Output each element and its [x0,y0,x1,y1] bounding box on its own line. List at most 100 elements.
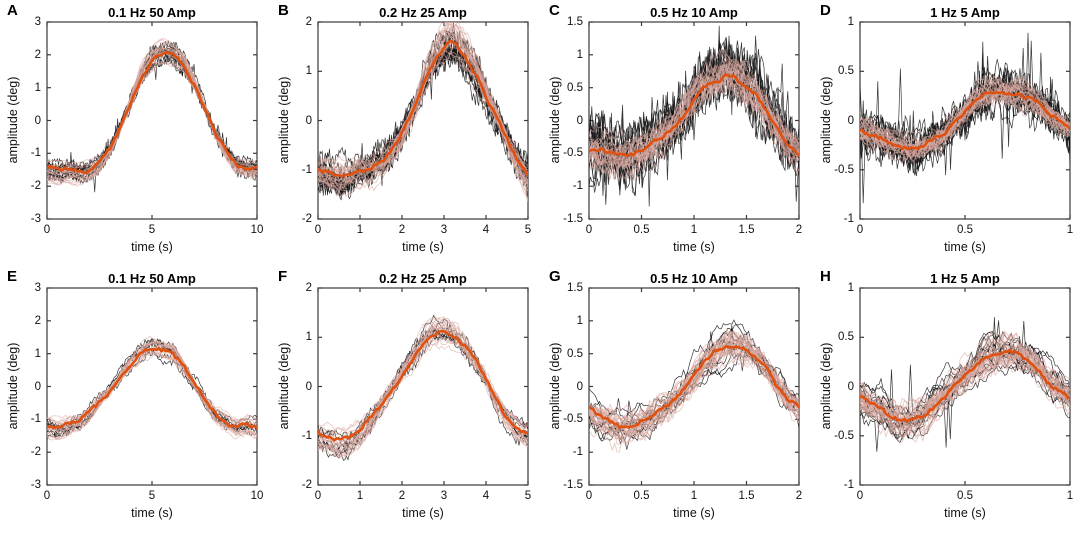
x-tick-label: 0.5 [957,490,973,502]
y-tick-label: 1.5 [567,16,583,28]
x-tick-label: 0 [43,490,51,502]
x-tick-label: 0 [585,224,593,236]
x-axis-label-h: time (s) [944,506,986,520]
panel-title-c: 0.5 Hz 10 Amp [650,5,738,20]
y-tick-label: 1 [847,282,854,294]
x-tick-label: 1.5 [738,224,755,236]
subplot-g: G 0.5 Hz 10 Amp amplitude (deg) time (s)… [542,266,813,532]
x-tick-label: 4 [482,224,490,236]
y-tick-label: 0 [305,114,312,127]
x-axis-label-e: time (s) [131,506,173,520]
x-tick-label: 5 [148,224,156,236]
x-tick-label: 1 [1066,490,1074,502]
x-axis-label-b: time (s) [402,240,444,254]
x-tick-label: 2 [398,224,406,236]
y-tick-label: 2 [305,16,312,28]
x-axis-label-a: time (s) [131,240,173,254]
y-tick-label: -1 [30,147,41,160]
subplot-e: E 0.1 Hz 50 Amp amplitude (deg) time (s)… [0,266,271,532]
plot-area-a [46,21,258,220]
y-tick-label: -1 [572,180,583,193]
y-tick-label: 0 [576,114,583,127]
y-tick-label: 3 [34,16,41,28]
y-tick-label: -1.5 [563,479,583,491]
y-tick-label: -1 [843,479,854,491]
subplot-a: A 0.1 Hz 50 Amp amplitude (deg) time (s)… [0,0,271,266]
y-tick-label: 3 [34,282,41,294]
x-tick-label: 0 [314,224,322,236]
x-tick-label: 1 [356,224,364,236]
x-tick-label: 3 [440,490,448,502]
x-tick-label: 2 [795,224,803,236]
x-tick-label: 10 [250,224,264,236]
panel-title-d: 1 Hz 5 Amp [930,5,1000,20]
y-tick-label: -0.5 [563,147,583,160]
subplot-f: F 0.2 Hz 25 Amp amplitude (deg) time (s)… [271,266,542,532]
subplot-b: B 0.2 Hz 25 Amp amplitude (deg) time (s)… [271,0,542,266]
plot-area-h [859,287,1071,486]
panel-letter-e: E [7,268,18,285]
x-tick-label: 0 [856,490,864,502]
panel-letter-d: D [820,2,831,19]
panel-letter-c: C [549,2,560,19]
y-tick-label: 1 [34,81,41,94]
y-tick-label: 0.5 [567,81,583,94]
x-tick-label: 5 [148,490,156,502]
panel-title-f: 0.2 Hz 25 Amp [379,271,467,286]
panel-title-h: 1 Hz 5 Amp [930,271,1000,286]
y-tick-label: -2 [301,213,312,225]
x-tick-label: 0 [314,490,322,502]
panel-letter-a: A [7,2,18,19]
panel-title-e: 0.1 Hz 50 Amp [108,271,196,286]
plot-area-b [317,21,529,220]
y-tick-label: 2 [34,48,41,61]
x-tick-label: 1 [690,490,698,502]
y-tick-label: -1 [301,429,312,442]
panel-title-a: 0.1 Hz 50 Amp [108,5,196,20]
x-tick-label: 0 [856,224,864,236]
x-tick-label: 2 [398,490,406,502]
x-axis-label-d: time (s) [944,240,986,254]
y-tick-label: -0.5 [563,413,583,426]
y-tick-label: 0 [847,114,854,127]
y-tick-label: 1 [576,48,583,61]
y-tick-label: 2 [305,282,312,294]
x-tick-label: 0 [43,224,51,236]
x-tick-label: 0 [585,490,593,502]
x-tick-label: 0.5 [633,490,650,502]
x-tick-label: 2 [795,490,803,502]
x-tick-label: 1 [690,224,698,236]
y-tick-label: 0 [576,380,583,393]
y-tick-label: 1 [34,347,41,360]
y-tick-label: 1 [305,65,312,78]
y-tick-label: -3 [30,479,41,491]
y-tick-label: -0.5 [834,163,854,176]
y-tick-label: 2 [34,314,41,327]
x-tick-label: 0.5 [957,224,973,236]
x-tick-label: 10 [250,490,264,502]
y-tick-label: 0 [847,380,854,393]
panel-letter-h: H [820,268,831,285]
x-axis-label-f: time (s) [402,506,444,520]
y-tick-label: -1 [30,413,41,426]
y-tick-label: 0 [34,380,41,393]
y-tick-label: 0 [305,380,312,393]
x-axis-label-g: time (s) [673,506,715,520]
x-tick-label: 1.5 [738,490,755,502]
y-tick-label: -1.5 [563,213,583,225]
y-tick-label: -3 [30,213,41,225]
plot-area-e [46,287,258,486]
y-tick-label: -0.5 [834,429,854,442]
plot-area-d [859,21,1071,220]
panel-title-b: 0.2 Hz 25 Amp [379,5,467,20]
x-tick-label: 1 [356,490,364,502]
y-tick-label: 0.5 [567,347,583,360]
y-tick-label: 1 [847,16,854,28]
panel-letter-b: B [278,2,289,19]
panel-letter-f: F [278,268,288,285]
x-axis-label-c: time (s) [673,240,715,254]
y-tick-label: 1 [305,331,312,344]
plot-area-g [588,287,800,486]
y-tick-label: -2 [30,446,41,459]
